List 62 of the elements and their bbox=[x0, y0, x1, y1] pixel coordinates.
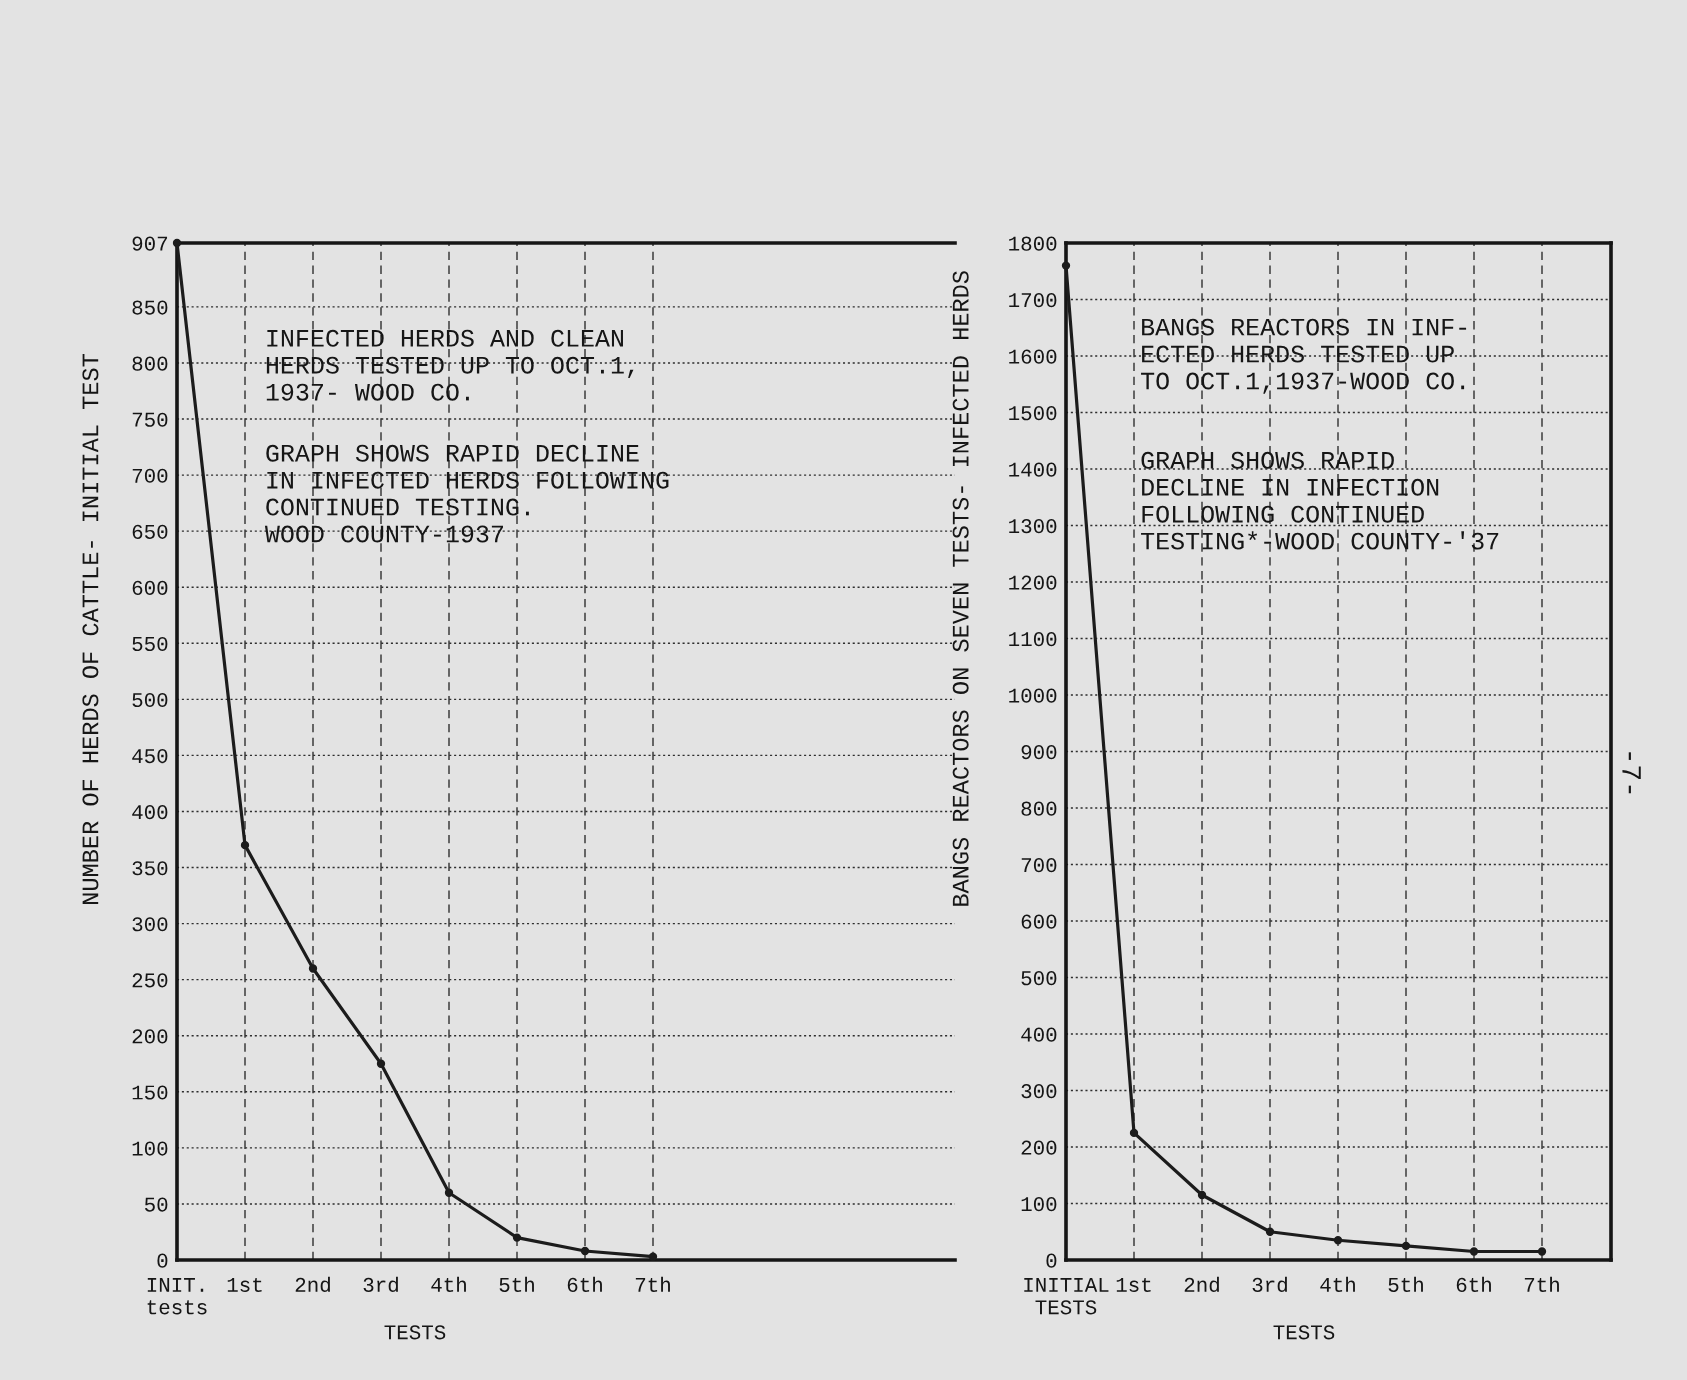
x-tick-label: 5th bbox=[1388, 1276, 1423, 1292]
y-tick-label: 1600 bbox=[1009, 349, 1057, 364]
y-tick-label: 1200 bbox=[1009, 575, 1057, 590]
y-tick-label: 550 bbox=[132, 636, 168, 652]
x-tick-label: 4th bbox=[431, 1276, 466, 1292]
y-tick-label: 1300 bbox=[1009, 519, 1057, 534]
text: -7- bbox=[1622, 752, 1641, 794]
y-tick-label: 1700 bbox=[1009, 293, 1057, 308]
y-tick-label: 700 bbox=[132, 468, 168, 483]
y-tick-label: 650 bbox=[132, 524, 168, 539]
text: GRAPH SHOWS RAPID DECLINE IN INFECTION FOLLOWING CONTINUED TESTING*-WOOD COUNTY-'37 bbox=[1141, 451, 1499, 550]
y-tick-label: 1800 bbox=[1009, 236, 1057, 251]
x-tick-label: 6th bbox=[1456, 1276, 1491, 1292]
y-axis-title: NUMBER OF HERDS OF CATTLE- INITIAL TEST bbox=[82, 354, 99, 904]
x-tick-label: 6th bbox=[567, 1276, 602, 1292]
y-tick-label: 0 bbox=[1046, 1253, 1057, 1268]
y-tick-label: 800 bbox=[1021, 801, 1057, 816]
y-tick-label: 400 bbox=[132, 805, 168, 820]
y-axis-title: BANGS REACTORS ON SEVEN TESTS- INFECTED HERDS bbox=[952, 271, 969, 906]
y-tick-label: 250 bbox=[132, 973, 168, 988]
y-tick-label: 600 bbox=[1021, 914, 1057, 929]
y-tick-label: 300 bbox=[1021, 1084, 1057, 1099]
y-tick-label: 200 bbox=[132, 1029, 168, 1044]
y-tick-label: 200 bbox=[1021, 1140, 1057, 1155]
text: BANGS REACTORS IN INF- ECTED HERDS TESTED UP TO OCT.1,1937-WOOD CO. bbox=[1141, 318, 1467, 394]
x-axis-title: TESTS bbox=[384, 1325, 446, 1340]
y-tick-label: 400 bbox=[1021, 1027, 1057, 1042]
y-tick-label: 1400 bbox=[1009, 462, 1057, 477]
y-tick-label: 700 bbox=[1021, 858, 1057, 873]
y-tick-label: 0 bbox=[157, 1253, 168, 1268]
x-axis-title: TESTS bbox=[1273, 1325, 1335, 1340]
y-tick-label: 900 bbox=[1021, 745, 1057, 760]
text: GRAPH SHOWS RAPID DECLINE IN INFECTED HERDS FOLLOWING CONTINUED TESTING. WOOD COUNTY-1937 bbox=[264, 444, 669, 543]
y-tick-label: 100 bbox=[1021, 1197, 1057, 1212]
x-tick-label: 1st bbox=[227, 1277, 262, 1292]
x-tick-label: 1st bbox=[1116, 1277, 1151, 1292]
x-tick-label: 2nd bbox=[1184, 1276, 1219, 1293]
y-tick-label: 350 bbox=[132, 861, 168, 876]
y-tick-label: 300 bbox=[132, 917, 168, 932]
y-tick-label: 1500 bbox=[1009, 406, 1057, 421]
y-tick-label: 50 bbox=[144, 1197, 168, 1212]
y-tick-label: 1100 bbox=[1009, 632, 1057, 647]
y-tick-label: 850 bbox=[132, 300, 168, 315]
y-tick-label: 150 bbox=[132, 1085, 168, 1100]
x-tick-label: INITIAL TESTS bbox=[1024, 1278, 1109, 1315]
x-tick-label: 5th bbox=[499, 1276, 534, 1292]
x-tick-label: 2nd bbox=[295, 1276, 330, 1293]
x-tick-label: 3rd bbox=[1252, 1276, 1287, 1293]
y-tick-label: 800 bbox=[132, 356, 168, 371]
y-tick-label: 907 bbox=[132, 236, 168, 251]
x-tick-label: 3rd bbox=[363, 1276, 398, 1293]
y-tick-label: 500 bbox=[132, 692, 168, 708]
y-tick-label: 750 bbox=[132, 412, 168, 427]
y-tick-label: 1000 bbox=[1009, 688, 1057, 703]
x-tick-label: 7th bbox=[635, 1276, 670, 1292]
y-tick-label: 500 bbox=[1021, 971, 1057, 986]
x-tick-label: 4th bbox=[1320, 1276, 1355, 1292]
x-tick-label: 7th bbox=[1524, 1276, 1559, 1292]
y-tick-label: 100 bbox=[132, 1141, 168, 1156]
y-tick-label: 600 bbox=[132, 580, 168, 595]
y-tick-label: 450 bbox=[132, 749, 168, 764]
x-tick-label: INIT. tests bbox=[147, 1278, 207, 1315]
